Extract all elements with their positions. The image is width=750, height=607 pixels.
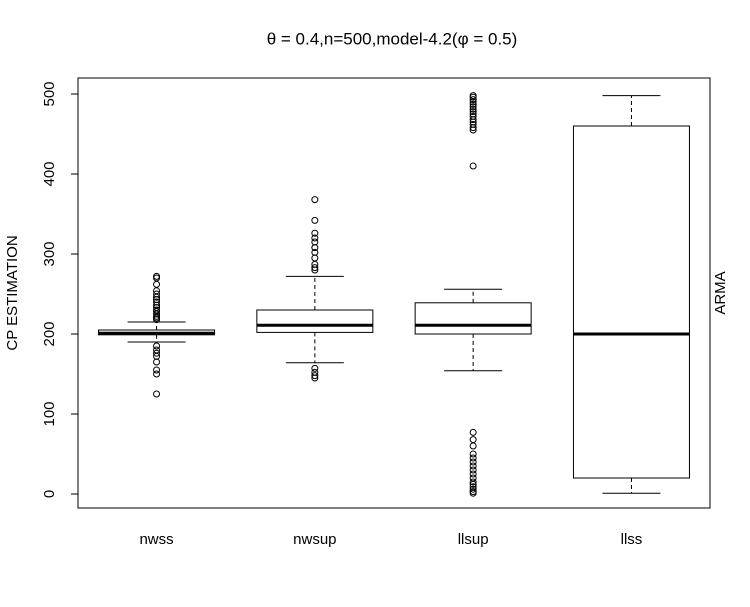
x-tick-label: nwss	[139, 531, 173, 548]
y-tick-label: 100	[41, 401, 58, 426]
outlier	[469, 450, 477, 458]
box	[572, 125, 690, 479]
outlier	[153, 342, 161, 350]
outlier	[469, 108, 477, 116]
chart-title: θ = 0.4,n=500,model-4.2(φ = 0.5)	[267, 29, 518, 48]
outlier	[311, 238, 319, 246]
y-tick-label: 400	[41, 161, 58, 186]
outlier	[311, 234, 319, 242]
outlier	[469, 485, 477, 493]
outlier	[311, 229, 319, 237]
box	[256, 309, 374, 333]
x-tick-label: llsup	[458, 531, 489, 548]
outlier	[153, 370, 161, 378]
outlier	[469, 470, 477, 478]
side-label: ARMA	[712, 271, 729, 314]
outlier	[311, 248, 319, 256]
outlier	[469, 110, 477, 118]
outlier	[469, 162, 477, 170]
outlier	[153, 349, 161, 357]
outlier	[469, 442, 477, 450]
outlier	[469, 105, 477, 113]
outlier	[311, 264, 319, 272]
outlier	[469, 454, 477, 462]
outlier	[311, 196, 319, 204]
y-tick-label: 300	[41, 241, 58, 266]
outlier	[153, 272, 161, 280]
outlier	[153, 366, 161, 374]
outlier	[469, 103, 477, 111]
outlier	[311, 216, 319, 224]
outlier	[469, 478, 477, 486]
y-tick-label: 500	[41, 81, 58, 106]
outlier	[153, 280, 161, 288]
outlier	[469, 428, 477, 436]
outlier	[153, 390, 161, 398]
plot-frame	[77, 77, 711, 509]
y-axis-label: CP ESTIMATION	[4, 235, 21, 350]
outlier	[469, 458, 477, 466]
outlier	[153, 290, 161, 298]
outlier	[469, 100, 477, 108]
x-tick-label: nwsup	[293, 531, 336, 548]
outlier	[469, 92, 477, 100]
x-tick-label: llss	[621, 531, 643, 548]
outlier	[469, 120, 477, 128]
outlier	[469, 466, 477, 474]
outlier	[153, 306, 161, 314]
box	[414, 302, 532, 335]
outlier	[469, 489, 477, 497]
outlier	[469, 112, 477, 120]
y-tick-label: 200	[41, 321, 58, 346]
outlier	[153, 358, 161, 366]
outlier	[153, 298, 161, 306]
y-tick-label: 0	[41, 490, 58, 498]
outlier	[469, 96, 477, 104]
outlier	[469, 480, 477, 488]
outlier	[469, 436, 477, 444]
outlier	[311, 374, 319, 382]
outlier	[311, 364, 319, 372]
outlier	[311, 372, 319, 380]
outlier	[469, 462, 477, 470]
